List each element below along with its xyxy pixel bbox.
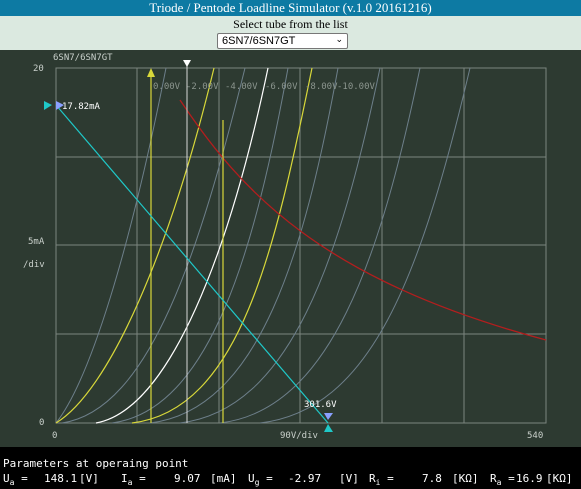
y-div-unit-label: /div [23, 260, 45, 270]
ra-unit: [KΩ] [546, 472, 573, 485]
parameters-row: Ua = 148.1 [V] Ia = 9.07 [mA] Ug = -2.97… [0, 472, 581, 488]
curve-label-5: -10.00V [337, 82, 376, 92]
ia-unit: [mA] [210, 472, 237, 485]
anode-curve [149, 67, 339, 424]
anode-curve [111, 67, 289, 424]
tube-name-label: 6SN7/6SN7GT [53, 53, 113, 63]
curve-label-0: 0.00V [153, 82, 181, 92]
parameters-header: Parameters at operaing point [3, 457, 189, 470]
ia-value: 9.07 [174, 472, 201, 485]
chevron-down-icon: ⌄ [335, 34, 343, 44]
anode-curve [61, 67, 246, 424]
ri-label: Ri = [369, 472, 394, 488]
anode-curve [259, 67, 471, 424]
app-title: Triode / Pentode Loadline Simulator (v.1… [0, 0, 581, 16]
ra-label: Ra = [490, 472, 515, 488]
ua-label: Ua = [3, 472, 28, 488]
parameters-panel: Parameters at operaing point Ua = 148.1 … [0, 447, 581, 489]
ra-value: 16.9 [516, 472, 543, 485]
anode-curve [55, 67, 215, 424]
ug-label: Ug = [248, 472, 273, 488]
curve-label-4: -8.00V [305, 82, 338, 92]
arrow-up-icon [147, 68, 155, 77]
tube-select[interactable]: 6SN7/6SN7GT ⌄ [217, 33, 348, 49]
voltage-handle-icon[interactable] [324, 424, 333, 432]
anode-curve [131, 67, 313, 424]
curve-label-3: -6.00V [265, 82, 298, 92]
current-marker-icon [56, 101, 64, 110]
ua-unit: [V] [79, 472, 99, 485]
voltage-marker-icon [324, 413, 333, 420]
current-marker-label: 17.82mA [62, 102, 101, 112]
plot-svg[interactable]: 6SN7/6SN7GT 20 5mA /div 0 0 90V/div 540 … [0, 50, 581, 447]
load-line[interactable] [55, 104, 329, 424]
tube-select-label: Select tube from the list [233, 17, 348, 31]
y-div-value-label: 5mA [28, 237, 45, 247]
loadline-plot[interactable]: 6SN7/6SN7GT 20 5mA /div 0 0 90V/div 540 … [0, 50, 581, 447]
operating-point-handle-icon[interactable] [183, 60, 191, 67]
anode-curve-operating [95, 67, 269, 424]
ug-unit: [V] [339, 472, 359, 485]
ua-value: 148.1 [44, 472, 78, 485]
x-div-label: 90V/div [280, 431, 318, 441]
ia-label: Ia = [121, 472, 146, 488]
ri-value: 7.8 [422, 472, 442, 485]
ri-unit: [KΩ] [452, 472, 479, 485]
max-dissipation-curve [179, 99, 547, 341]
anode-curve [179, 67, 381, 424]
y-zero-label: 0 [39, 418, 44, 428]
voltage-marker-label: 301.6V [304, 400, 337, 410]
anode-curve [219, 67, 421, 424]
x-zero-label: 0 [52, 431, 57, 441]
current-handle-icon[interactable] [44, 101, 52, 110]
curve-label-1: -2.00V [186, 82, 219, 92]
ug-value: -2.97 [288, 472, 322, 485]
y-max-label: 20 [33, 64, 44, 74]
x-max-label: 540 [527, 431, 543, 441]
curve-label-2: -4.00V [225, 82, 258, 92]
tube-select-value: 6SN7/6SN7GT [222, 35, 296, 47]
